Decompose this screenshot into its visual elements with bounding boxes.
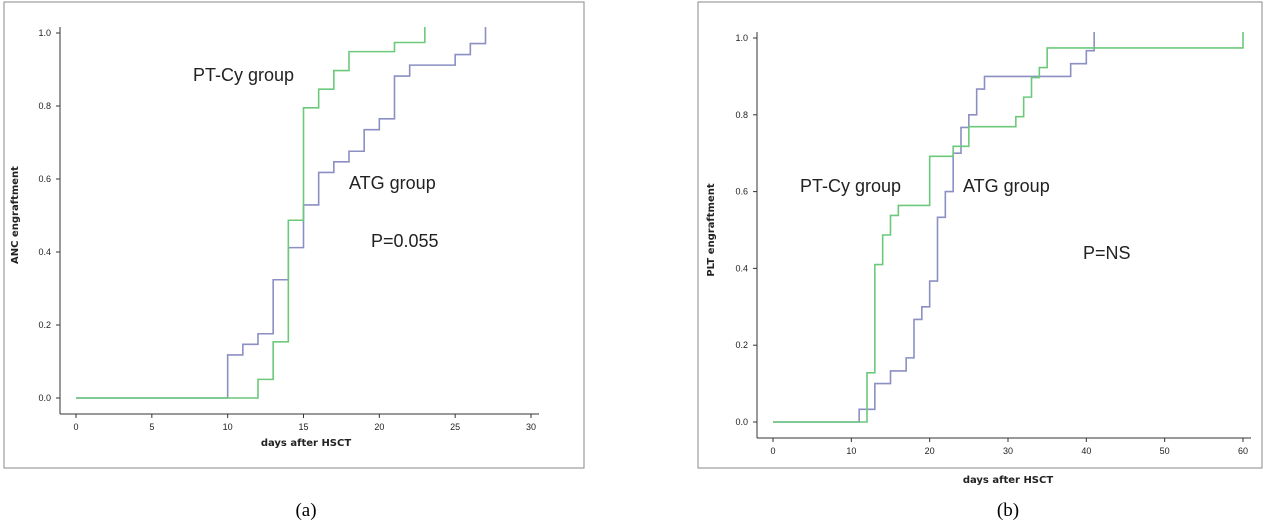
y-tick-label: 0.0 [38, 393, 51, 403]
chart-panel-b: 0 10 20 30 40 50 60 0.0 0.2 0.4 0.6 0.8 1.0 days aft… [697, 1, 1263, 521]
y-tick-label: 1.0 [38, 28, 51, 38]
x-tick-label: 30 [1003, 446, 1013, 456]
x-tick-label: 0 [73, 422, 78, 432]
panel-label-a: (a) [295, 500, 316, 521]
series-line-0 [76, 27, 487, 399]
annotation-atg-a: ATG group [349, 173, 436, 193]
y-tick-label: 0.0 [735, 417, 748, 427]
annotation-ptcy-b: PT-Cy group [800, 176, 901, 196]
y-axis-title-b: PLT engraftment [706, 183, 717, 277]
annotation-ptcy-a: PT-Cy group [193, 65, 294, 85]
x-tick-label: 25 [450, 422, 460, 432]
curves-a [76, 27, 487, 399]
axes-b: 0 10 20 30 40 50 60 0.0 0.2 0.4 0.6 0.8 1.0 [735, 32, 1251, 456]
annotation-atg-b: ATG group [963, 176, 1050, 196]
series-line-1 [773, 32, 1244, 423]
y-tick-label: 0.6 [38, 174, 51, 184]
annotation-pvalue-b: P=NS [1083, 243, 1131, 263]
chart-panel-a: 0 5 10 15 20 25 30 0.0 0.2 0.4 0.6 0.8 1.0 days afte… [3, 1, 585, 521]
y-tick-label: 0.6 [735, 187, 748, 197]
curves-b [773, 32, 1244, 423]
series-line-1 [76, 27, 426, 399]
x-axis-title-a: days after HSCT [261, 438, 352, 449]
x-tick-label: 15 [298, 422, 308, 432]
x-tick-label: 50 [1160, 446, 1170, 456]
chart-frame-b [697, 1, 1263, 469]
chart-frame-a [3, 1, 585, 469]
panel-label-b: (b) [997, 500, 1019, 521]
x-tick-label: 20 [374, 422, 384, 432]
annotation-pvalue-a: P=0.055 [371, 231, 439, 251]
x-tick-label: 30 [526, 422, 536, 432]
x-tick-label: 20 [925, 446, 935, 456]
series-line-0 [773, 32, 1095, 423]
y-tick-label: 0.4 [38, 247, 51, 257]
x-tick-label: 10 [223, 422, 233, 432]
axes-a: 0 5 10 15 20 25 30 0.0 0.2 0.4 0.6 0.8 1.0 [38, 27, 539, 432]
x-axis-title-b: days after HSCT [963, 475, 1054, 486]
y-tick-label: 0.2 [735, 340, 748, 350]
x-tick-label: 5 [149, 422, 154, 432]
y-tick-label: 0.8 [38, 101, 51, 111]
y-tick-label: 0.8 [735, 110, 748, 120]
x-tick-label: 60 [1238, 446, 1248, 456]
x-tick-label: 0 [770, 446, 775, 456]
x-tick-label: 40 [1081, 446, 1091, 456]
y-tick-label: 0.2 [38, 320, 51, 330]
y-tick-label: 0.4 [735, 263, 748, 273]
x-tick-label: 10 [846, 446, 856, 456]
y-tick-label: 1.0 [735, 33, 748, 43]
y-axis-title-a: ANC engraftment [10, 166, 21, 264]
